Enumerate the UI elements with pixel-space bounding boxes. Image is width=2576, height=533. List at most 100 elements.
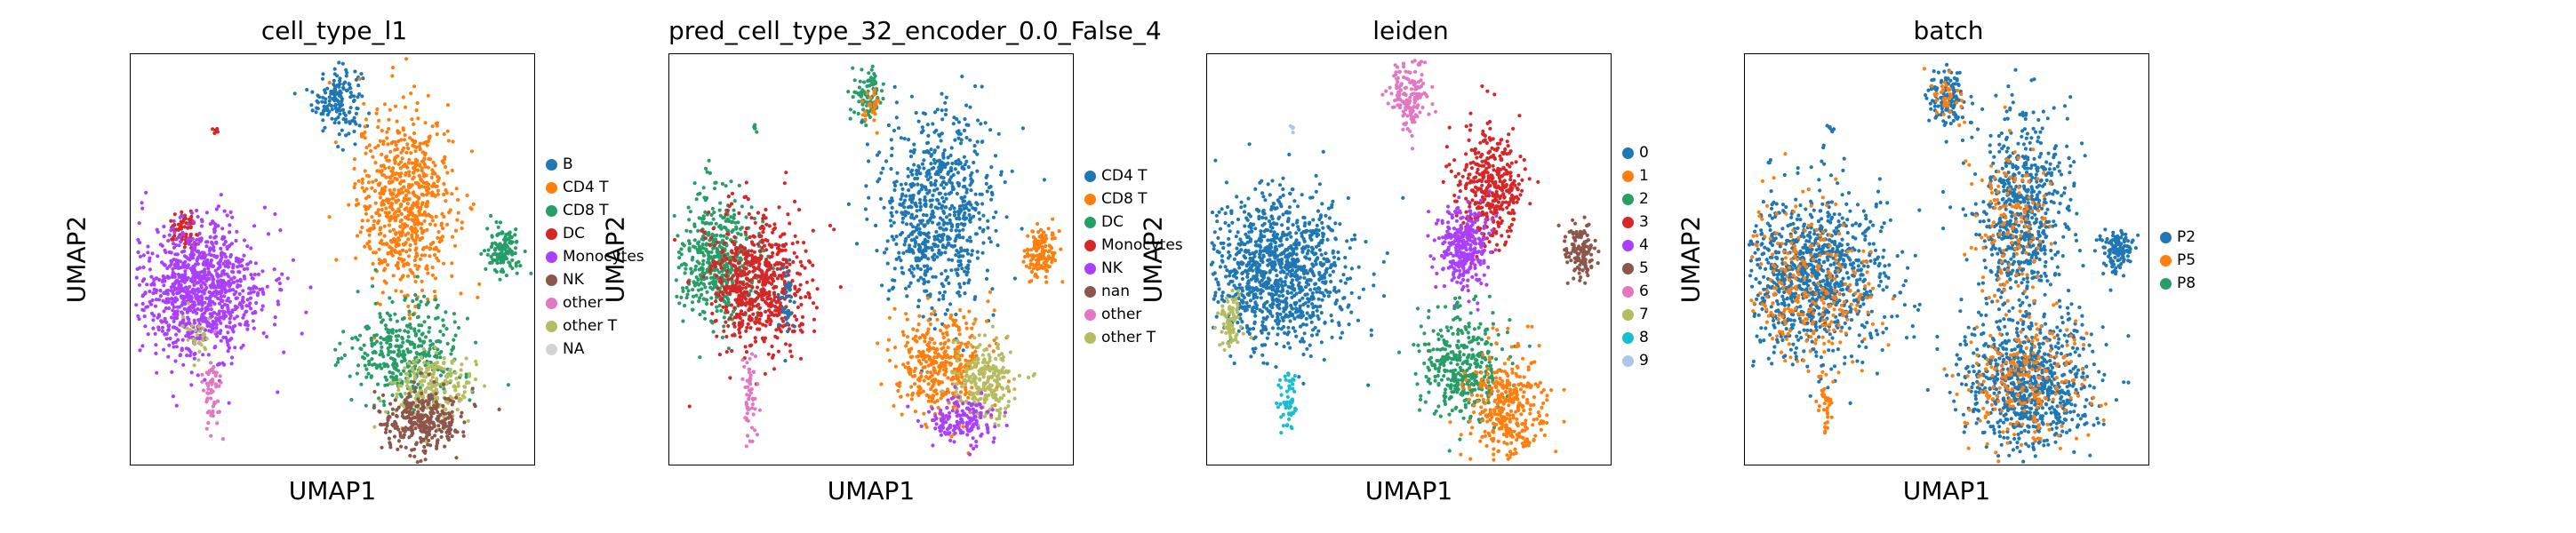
scatter-point	[407, 173, 412, 178]
scatter-point	[900, 211, 904, 215]
scatter-point	[442, 214, 446, 219]
scatter-point	[426, 442, 430, 447]
scatter-point	[930, 373, 934, 378]
scatter-point	[892, 266, 897, 271]
scatter-point	[459, 291, 463, 296]
scatter-point	[915, 354, 919, 359]
scatter-point	[950, 161, 955, 166]
scatter-point	[439, 223, 444, 227]
scatter-point	[449, 415, 453, 419]
scatter-point	[406, 427, 411, 432]
scatter-point	[396, 439, 402, 443]
scatter-point	[945, 221, 949, 226]
scatter-point	[319, 112, 324, 116]
scatter-point	[381, 337, 386, 341]
scatter-point	[951, 377, 956, 381]
scatter-point	[441, 426, 445, 430]
scatter-point	[430, 168, 435, 172]
scatter-point	[220, 227, 225, 231]
scatter-point	[243, 276, 247, 281]
scatter-point	[446, 139, 451, 143]
scatter-point	[388, 314, 392, 318]
scatter-point	[925, 370, 930, 374]
scatter-point	[967, 278, 972, 282]
scatter-point	[916, 264, 920, 268]
scatter-point	[410, 430, 414, 434]
scatter-point	[362, 356, 367, 361]
scatter-point	[927, 395, 932, 400]
scatter-point	[865, 91, 869, 96]
scatter-point	[433, 384, 437, 388]
scatter-point	[273, 315, 277, 320]
scatter-point	[1046, 227, 1051, 231]
scatter-point	[433, 354, 437, 359]
scatter-point	[916, 182, 920, 187]
scatter-point	[979, 371, 983, 376]
scatter-point	[173, 359, 178, 363]
scatter-point	[413, 242, 418, 246]
scatter-point	[967, 212, 972, 218]
scatter-point	[456, 197, 460, 203]
scatter-point	[944, 95, 948, 99]
scatter-point	[209, 240, 214, 244]
scatter-point	[940, 195, 945, 200]
scatter-point	[1044, 234, 1048, 238]
scatter-point	[344, 74, 348, 78]
scatter-point	[922, 353, 927, 357]
scatter-point	[910, 168, 915, 172]
scatter-point	[683, 304, 687, 308]
scatter-point	[348, 106, 353, 110]
scatter-point	[942, 220, 947, 225]
scatter-point	[441, 403, 445, 409]
scatter-point	[985, 268, 989, 273]
scatter-point	[924, 360, 929, 364]
scatter-point	[921, 349, 925, 354]
scatter-point	[403, 133, 407, 138]
scatter-point	[485, 252, 490, 257]
scatter-point	[860, 99, 865, 104]
scatter-point	[864, 184, 868, 188]
scatter-point	[418, 141, 422, 146]
scatter-point	[395, 147, 399, 152]
scatter-point	[423, 457, 428, 462]
scatter-point	[404, 323, 409, 328]
scatter-point	[443, 389, 447, 394]
scatter-point	[891, 285, 896, 290]
legend-label: Monocytes	[563, 248, 644, 266]
scatter-point	[482, 384, 487, 388]
scatter-point	[961, 254, 965, 259]
cluster-other-t	[940, 320, 1036, 428]
scatter-point	[420, 378, 425, 384]
scatter-point	[201, 388, 206, 393]
scatter-point	[153, 331, 157, 336]
scatter-point	[960, 375, 964, 379]
scatter-point	[935, 244, 940, 249]
scatter-point	[305, 87, 309, 92]
legend-label: other T	[563, 317, 618, 335]
scatter-point	[234, 256, 239, 260]
scatter-point	[867, 159, 871, 163]
scatter-point	[371, 350, 375, 354]
scatter-point	[138, 266, 142, 270]
scatter-point	[909, 215, 914, 219]
scatter-point	[183, 269, 188, 274]
scatter-point	[896, 388, 900, 394]
scatter-point	[172, 345, 176, 349]
scatter-point	[1002, 393, 1006, 398]
scatter-point	[167, 233, 172, 237]
scatter-point	[993, 154, 998, 158]
scatter-point	[170, 289, 174, 293]
scatter-point	[456, 384, 460, 388]
scatter-point	[440, 226, 445, 231]
scatter-point	[414, 358, 420, 362]
scatter-point	[974, 385, 979, 389]
scatter-point	[996, 346, 1000, 351]
scatter-point	[398, 431, 403, 435]
scatter-point	[148, 299, 152, 304]
scatter-point	[672, 213, 676, 219]
scatter-point	[490, 244, 494, 249]
scatter-point	[476, 295, 480, 299]
scatter-point	[948, 315, 953, 320]
scatter-point	[180, 310, 184, 314]
scatter-point	[141, 253, 146, 258]
